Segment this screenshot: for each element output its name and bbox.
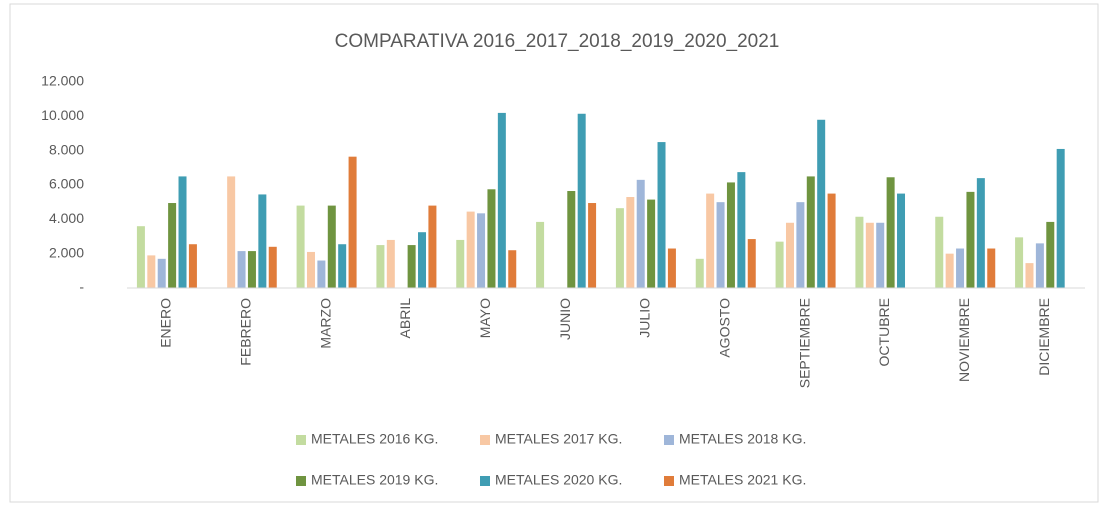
bar: [487, 189, 496, 288]
bar: [536, 221, 545, 288]
y-tick-label: 4.000: [49, 210, 84, 226]
bar: [147, 255, 156, 288]
bar: [827, 193, 836, 288]
bar: [657, 142, 666, 288]
bar: [348, 156, 357, 288]
bar: [667, 248, 676, 288]
bar: [237, 251, 246, 288]
bar: [855, 216, 864, 288]
legend-swatch: [296, 435, 306, 445]
bar: [577, 113, 586, 288]
x-tick-label: MAYO: [477, 298, 493, 338]
bar: [987, 248, 996, 288]
bar: [296, 205, 305, 288]
bar: [136, 226, 145, 288]
bar: [456, 239, 465, 288]
y-tick-label: -: [79, 279, 84, 295]
legend-label: METALES 2019 KG.: [311, 472, 438, 488]
bar: [157, 258, 166, 288]
bar: [338, 244, 347, 288]
bar: [775, 241, 784, 288]
bar: [178, 176, 187, 288]
bar: [615, 208, 624, 288]
legend-label: METALES 2017 KG.: [495, 431, 622, 447]
y-tick-label: 2.000: [49, 244, 84, 260]
bar: [737, 172, 746, 288]
bar: [327, 205, 336, 288]
bar: [956, 248, 965, 288]
bar: [636, 179, 645, 288]
legend-swatch: [664, 435, 674, 445]
bar: [1035, 243, 1044, 288]
legend-label: METALES 2016 KG.: [311, 431, 438, 447]
bar: [188, 244, 197, 288]
bar: [258, 194, 267, 288]
bar: [876, 222, 885, 288]
bar: [1015, 237, 1024, 288]
x-tick-label: MARZO: [317, 298, 333, 349]
bar: [785, 222, 794, 288]
x-tick-label: JULIO: [637, 298, 653, 338]
x-tick-label: OCTUBRE: [876, 298, 892, 366]
legend-label: METALES 2018 KG.: [679, 431, 806, 447]
bar: [966, 191, 975, 288]
legend-swatch: [480, 476, 490, 486]
bar: [418, 232, 427, 288]
legend-label: METALES 2020 KG.: [495, 472, 622, 488]
bar: [716, 202, 725, 288]
legend-swatch: [296, 476, 306, 486]
bar: [567, 191, 576, 288]
legend-swatch: [480, 435, 490, 445]
bar: [935, 216, 944, 288]
y-tick-label: 6.000: [49, 176, 84, 192]
bar: [247, 251, 256, 288]
bar: [886, 177, 895, 288]
x-tick-label: ABRIL: [397, 298, 413, 339]
bar: [1046, 221, 1055, 288]
bar: [466, 211, 475, 288]
bar: [897, 193, 906, 288]
chart-title: COMPARATIVA 2016_2017_2018_2019_2020_202…: [335, 31, 780, 52]
bar: [407, 245, 416, 288]
x-tick-label: ENERO: [158, 298, 174, 348]
bar: [588, 203, 597, 288]
x-tick-label: FEBRERO: [237, 298, 253, 366]
bar: [817, 119, 826, 289]
y-tick-label: 10.000: [41, 107, 84, 123]
bar: [306, 251, 315, 288]
x-tick-label: NOVIEMBRE: [956, 298, 972, 382]
bar: [168, 203, 177, 288]
bar: [268, 246, 277, 288]
bar: [376, 245, 385, 288]
bar: [647, 199, 656, 288]
bar: [227, 176, 236, 288]
x-tick-label: SEPTIEMBRE: [796, 298, 812, 388]
y-tick-label: 12.000: [41, 73, 84, 89]
x-tick-label: DICIEMBRE: [1036, 298, 1052, 376]
bar: [706, 193, 715, 288]
bar: [1025, 263, 1034, 288]
bar: [497, 112, 506, 289]
legend-swatch: [664, 476, 674, 486]
x-tick-label: JUNIO: [557, 298, 573, 340]
bar: [796, 202, 805, 288]
bar: [747, 239, 756, 288]
bar: [945, 253, 954, 288]
bar: [806, 176, 815, 288]
legend-label: METALES 2021 KG.: [679, 472, 806, 488]
y-tick-label: 8.000: [49, 141, 84, 157]
bar: [317, 260, 326, 288]
bar: [726, 182, 735, 288]
bar: [1056, 148, 1065, 288]
bar: [386, 239, 395, 288]
x-tick-label: AGOSTO: [716, 298, 732, 358]
bar: [508, 250, 517, 288]
bar: [865, 222, 874, 288]
bar: [695, 258, 704, 288]
bar: [428, 205, 437, 288]
bar: [976, 178, 985, 288]
bar: [626, 197, 635, 288]
bar: [477, 213, 486, 288]
